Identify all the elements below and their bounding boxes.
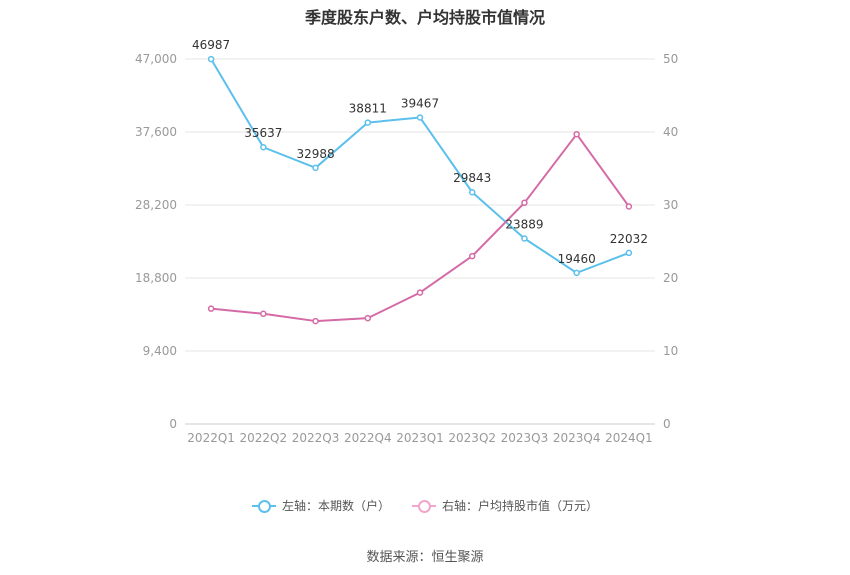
right-tick-label: 0 [663, 417, 671, 431]
left-tick-label: 37,600 [135, 125, 177, 139]
data-label-left: 39467 [401, 97, 439, 111]
data-point-right [312, 317, 319, 325]
data-point-right [468, 252, 476, 260]
legend-item-left-series[interactable]: 左轴：本期数（户） [251, 497, 390, 514]
right-tick-label: 20 [663, 271, 678, 285]
data-point-left [364, 119, 372, 126]
x-tick-label: 2024Q1 [605, 431, 653, 445]
data-point-left [312, 164, 319, 172]
data-point-left [625, 249, 633, 257]
right-tick-label: 30 [663, 198, 678, 212]
data-label-left: 35637 [244, 126, 282, 140]
left-tick-label: 47,000 [135, 52, 177, 66]
data-point-left [416, 114, 424, 121]
data-point-left [260, 143, 267, 151]
chart-title: 季度股东户数、户均持股市值情况 [304, 8, 545, 27]
left-tick-label: 9,400 [143, 344, 177, 358]
x-tick-label: 2023Q1 [396, 431, 444, 445]
data-point-right [573, 130, 580, 138]
data-label-left: 22032 [610, 232, 648, 246]
right-tick-label: 40 [663, 125, 678, 139]
right-tick-label: 50 [663, 52, 678, 66]
data-label-left: 46987 [192, 38, 230, 52]
left-tick-label: 0 [169, 417, 177, 431]
x-tick-label: 2022Q4 [344, 431, 392, 445]
x-tick-label: 2022Q3 [292, 431, 340, 445]
legend: 左轴：本期数（户） 右轴：户均持股市值（万元） [0, 497, 850, 514]
data-point-right [416, 289, 424, 296]
legend-swatch-left [251, 499, 276, 513]
data-point-left [207, 55, 215, 63]
data-point-right [364, 314, 372, 322]
series-layer [207, 55, 633, 325]
data-label-left: 19460 [558, 252, 596, 266]
data-label-left: 23889 [505, 217, 543, 231]
legend-label-right: 右轴：户均持股市值（万元） [442, 499, 599, 513]
x-tick-label: 2023Q3 [501, 431, 549, 445]
x-tick-label: 2022Q1 [187, 431, 235, 445]
left-axis-ticks: 0 9,400 18,800 28,200 37,600 47,000 [135, 52, 177, 431]
data-point-right [625, 203, 633, 210]
legend-label-left: 左轴：本期数（户） [281, 499, 390, 513]
right-axis-ticks: 0 10 20 30 40 50 [663, 52, 678, 431]
data-point-left [521, 235, 528, 242]
source-text: 数据来源：恒生聚源 [366, 550, 484, 565]
x-tick-label: 2023Q4 [553, 431, 601, 445]
data-label-left: 32988 [296, 147, 334, 161]
data-point-left [468, 188, 476, 196]
data-point-right [260, 310, 267, 318]
data-label-left: 29843 [453, 171, 491, 185]
data-point-left [573, 269, 580, 277]
left-tick-label: 28,200 [135, 198, 177, 212]
left-tick-label: 18,800 [135, 271, 177, 285]
data-label-left: 38811 [349, 102, 387, 116]
x-tick-label: 2022Q2 [240, 431, 288, 445]
x-tick-label: 2023Q2 [448, 431, 496, 445]
legend-swatch-right [412, 499, 436, 513]
x-axis-ticks: 2022Q1 2022Q2 2022Q3 2022Q4 2023Q1 2023Q2 2023… [187, 431, 652, 445]
data-point-right [207, 305, 215, 312]
data-point-right [521, 199, 528, 207]
legend-item-right-series[interactable]: 右轴：户均持股市值（万元） [412, 497, 598, 514]
series-line-left [210, 58, 630, 274]
grid-lines [185, 58, 655, 425]
right-tick-label: 10 [663, 344, 678, 358]
data-labels: 46987 35637 32988 38811 39467 29843 23889 19460… [192, 38, 648, 266]
